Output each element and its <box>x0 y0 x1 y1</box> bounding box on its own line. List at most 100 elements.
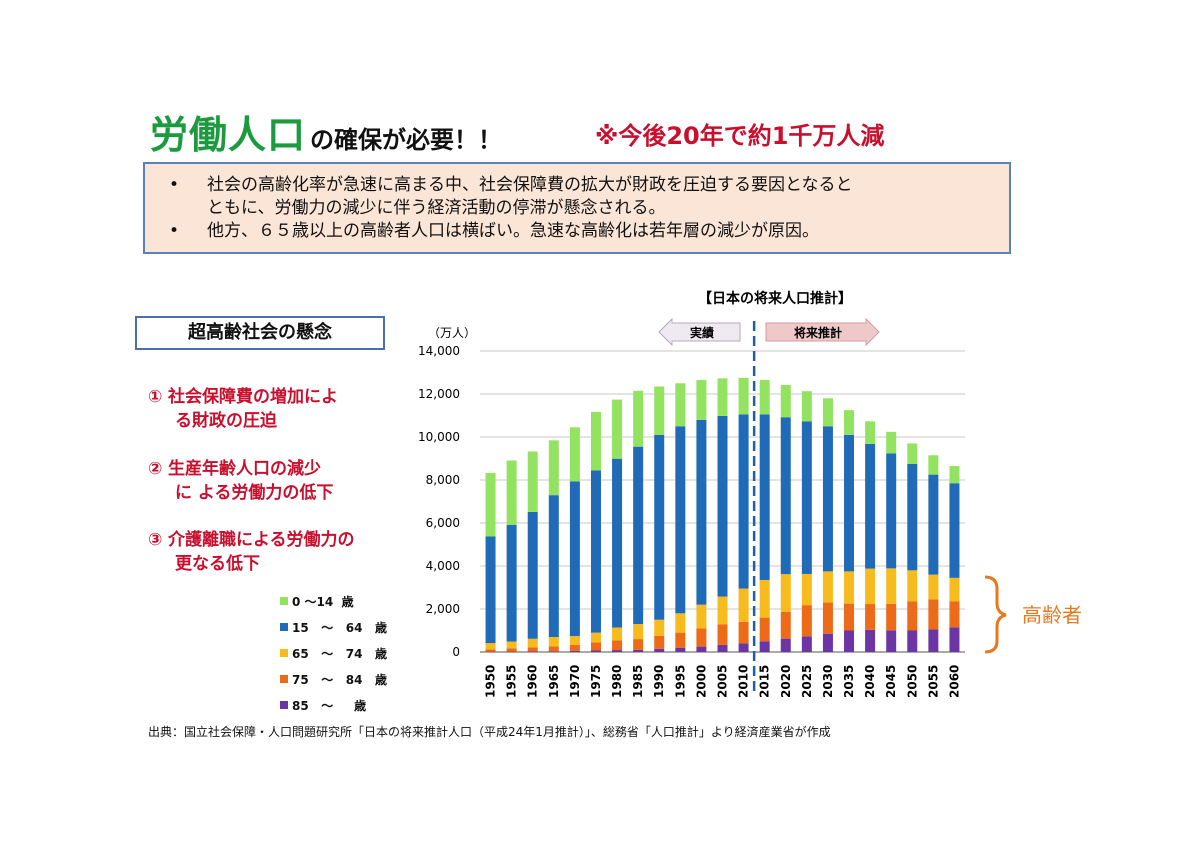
title-note: ※今後20年で約1千万人減 <box>595 122 885 150</box>
concern-item-3-line2: 更なる低下 <box>175 554 260 574</box>
y-tick-label: 8,000 <box>426 473 460 487</box>
y-tick-label: 4,000 <box>426 559 460 573</box>
bar-segment <box>696 628 707 647</box>
x-tick-label: 1990 <box>652 665 666 698</box>
legend-label-65-74: 65 〜 74 歳 <box>292 647 387 661</box>
bar-segment <box>675 647 686 652</box>
bar-segment <box>949 483 960 578</box>
concern-item-2-line1: 生産年齢人口の減少 <box>168 459 321 479</box>
bar-segment <box>569 427 580 482</box>
bar-segment <box>612 399 623 459</box>
bar-segment <box>907 570 918 602</box>
concerns-heading: 超高齢社会の懸念 <box>135 316 385 350</box>
x-tick-label: 1970 <box>568 665 582 698</box>
bar-segment <box>865 568 876 605</box>
bar-segment <box>612 650 623 652</box>
bar-segment <box>569 481 580 637</box>
concern-item-2: ② 生産年齢人口の減少 に よる労働力の低下 <box>148 457 333 505</box>
bar-segment <box>506 648 517 652</box>
bar-segment <box>801 605 812 637</box>
y-tick-label: 6,000 <box>426 516 460 530</box>
bar-segment <box>590 650 601 652</box>
x-tick-label: 2005 <box>716 665 730 698</box>
bar-segment <box>527 451 538 512</box>
y-tick-label: 2,000 <box>426 602 460 616</box>
bar-segment <box>612 458 623 628</box>
concern-item-1-line1: 社会保障費の増加によ <box>168 387 338 407</box>
bar-segment <box>696 646 707 652</box>
concern-item-2-line2: に よる労働力の低下 <box>175 483 334 503</box>
legend-label-15-64: 15 〜 64 歳 <box>292 621 387 635</box>
bar-segment <box>738 377 749 415</box>
bar-segment <box>822 602 833 634</box>
bar-segment <box>612 640 623 651</box>
bar-segment <box>822 633 833 652</box>
bar-segment <box>907 463 918 571</box>
chart-title: 【日本の将来人口推計】 <box>698 290 852 307</box>
elderly-label: 高齢者 <box>1022 603 1082 627</box>
bar-segment <box>654 434 665 620</box>
x-tick-label: 2000 <box>694 665 708 698</box>
x-tick-label: 2040 <box>863 665 877 698</box>
bar-segment <box>654 619 665 636</box>
bar-segment <box>928 629 939 652</box>
bar-segment <box>654 386 665 435</box>
bar-segment <box>633 390 644 447</box>
legend-swatch-75-84 <box>280 675 288 683</box>
bar-segment <box>759 579 770 618</box>
bar-segment <box>696 419 707 605</box>
bar-segment <box>696 380 707 420</box>
bar-segment <box>717 624 728 645</box>
bar-segment <box>844 630 855 652</box>
bar-segment <box>780 384 791 418</box>
chart-bars <box>485 377 960 652</box>
x-tick-label: 2020 <box>779 665 793 698</box>
bar-segment <box>844 571 855 604</box>
bar-segment <box>949 466 960 484</box>
concern-item-1: ① 社会保障費の増加によ る財政の圧迫 <box>148 385 338 433</box>
bar-segment <box>717 378 728 416</box>
page-title: 労働人口 の確保が必要！！ <box>150 104 502 159</box>
x-tick-label: 2015 <box>758 665 772 698</box>
bar-segment <box>780 574 791 612</box>
bar-segment <box>569 644 580 651</box>
bar-segment <box>548 646 559 652</box>
bar-segment <box>928 474 939 575</box>
bar-segment <box>527 651 538 652</box>
y-tick-label: 10,000 <box>418 430 460 444</box>
bar-segment <box>801 573 812 606</box>
bar-segment <box>569 636 580 645</box>
bar-segment <box>633 624 644 640</box>
x-tick-label: 1955 <box>505 665 519 698</box>
bar-segment <box>759 641 770 652</box>
bar-segment <box>949 577 960 602</box>
x-tick-label: 2010 <box>737 665 751 698</box>
bar-segment <box>928 455 939 475</box>
bar-segment <box>548 495 559 638</box>
actual-arrow: 実績 <box>658 317 741 347</box>
bar-segment <box>759 414 770 580</box>
bar-segment <box>717 596 728 625</box>
bar-segment <box>548 440 559 496</box>
bar-segment <box>780 638 791 652</box>
title-main: 労働人口 <box>150 113 307 157</box>
x-tick-label: 1995 <box>673 665 687 698</box>
legend-swatch-0-14 <box>280 597 288 605</box>
x-tick-label: 1980 <box>610 665 624 698</box>
bar-segment <box>759 617 770 642</box>
bar-segment <box>612 627 623 641</box>
bar-segment <box>907 601 918 631</box>
bar-segment <box>822 571 833 603</box>
bar-segment <box>527 638 538 648</box>
legend-label-85-plus: 85 〜 歳 <box>292 699 367 713</box>
bar-segment <box>738 414 749 589</box>
bar-segment <box>886 453 897 569</box>
bar-segment <box>844 410 855 435</box>
bar-segment <box>865 604 876 630</box>
bar-segment <box>928 599 939 630</box>
bar-segment <box>633 649 644 652</box>
source-citation: 出典：国立社会保障・人口問題研究所「日本の将来推計人口（平成24年1月推計）」、… <box>148 725 831 739</box>
legend-swatch-15-64 <box>280 623 288 631</box>
bar-segment <box>801 391 812 422</box>
x-tick-label: 2025 <box>800 665 814 698</box>
